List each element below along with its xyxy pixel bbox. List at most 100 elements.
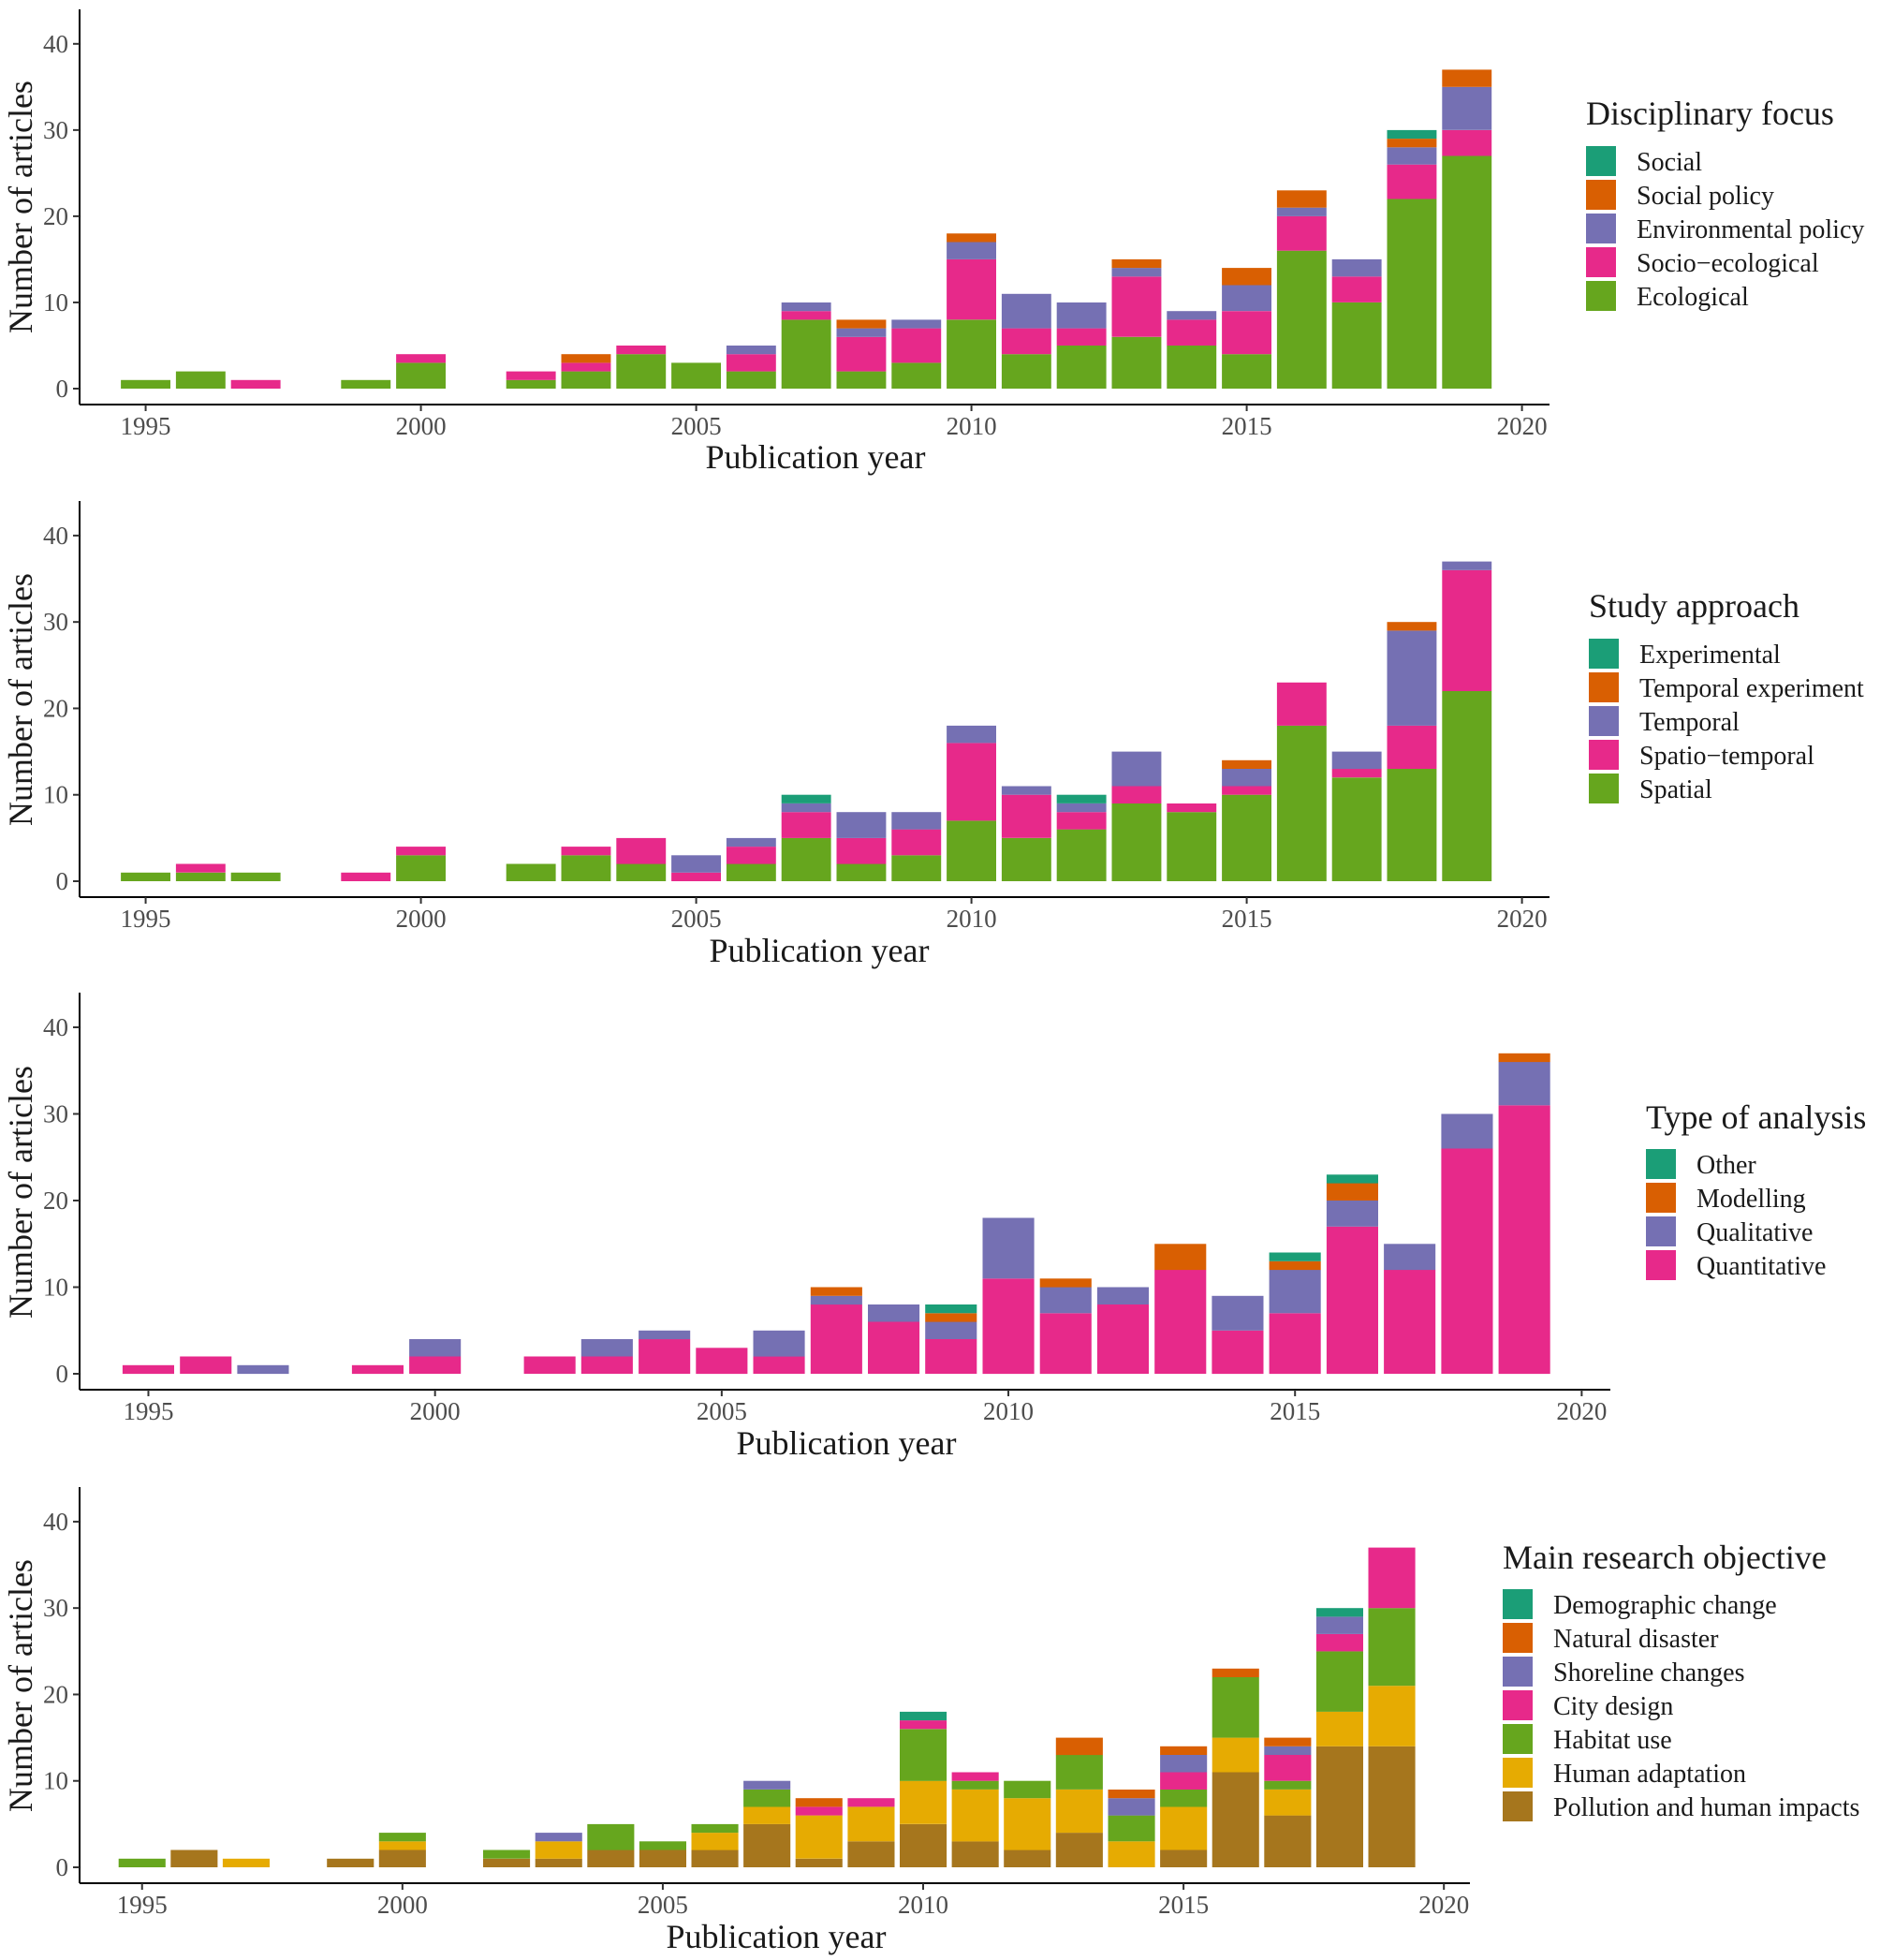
bar-segment-2000-pollution-and-human-impacts bbox=[378, 1849, 426, 1867]
bar-segment-2019-modelling bbox=[1498, 1053, 1550, 1063]
legend-swatch bbox=[1586, 180, 1616, 210]
bar-segment-2007-temporal bbox=[781, 803, 831, 813]
bar-segment-2018-social-policy bbox=[1387, 139, 1437, 148]
legend-swatch bbox=[1589, 774, 1619, 803]
bar-segment-2003-spatio-temporal bbox=[561, 847, 611, 856]
bar-segment-2010-pollution-and-human-impacts bbox=[900, 1823, 947, 1867]
bar-segment-2008-spatio-temporal bbox=[836, 837, 887, 864]
y-tick-label: 0 bbox=[56, 375, 69, 403]
bar-segment-2009-quantitative bbox=[925, 1339, 977, 1374]
bar-segment-2019-spatial bbox=[1442, 691, 1492, 881]
bar-segment-2011-quantitative bbox=[1039, 1313, 1092, 1375]
bar-segment-2013-modelling bbox=[1154, 1244, 1207, 1271]
bar-segment-2010-spatial bbox=[947, 820, 996, 881]
x-tick-label: 2005 bbox=[638, 1891, 688, 1919]
x-tick-label: 1995 bbox=[117, 1891, 168, 1919]
legend-swatch bbox=[1503, 1791, 1533, 1821]
y-tick-label: 0 bbox=[56, 1853, 69, 1881]
y-tick-label: 10 bbox=[43, 1274, 68, 1302]
plot-area: 0 10 20 30 40 1995 2000 2005 2010 2015 2020 bbox=[43, 9, 1550, 440]
bar-segment-2017-habitat-use bbox=[1264, 1780, 1312, 1790]
bar-segment-2008-quantitative bbox=[868, 1321, 920, 1374]
panel-disciplinary-focus: 0 10 20 30 40 1995 2000 2005 2010 2015 2020 Number… bbox=[2, 9, 1864, 476]
bar-segment-2017-ecological bbox=[1331, 302, 1382, 389]
bar-segment-2000-qualitative bbox=[409, 1339, 462, 1357]
bar-segment-2013-habitat-use bbox=[1055, 1755, 1103, 1790]
plot-area: 0 10 20 30 40 1995 2000 2005 2010 2015 2020 bbox=[43, 993, 1610, 1425]
bar-segment-2013-quantitative bbox=[1154, 1270, 1207, 1374]
bar-segment-2006-spatial bbox=[726, 863, 776, 881]
legend-swatch bbox=[1646, 1149, 1676, 1179]
bar-segment-2017-natural-disaster bbox=[1264, 1737, 1312, 1746]
panel-type-of-analysis: 0 10 20 30 40 1995 2000 2005 2010 2015 2020 Number… bbox=[2, 993, 1866, 1462]
legend: Demographic change Natural disaster Shorel… bbox=[1503, 1589, 1859, 1822]
legend-swatch bbox=[1646, 1216, 1676, 1246]
bar-segment-2011-habitat-use bbox=[951, 1780, 999, 1790]
legend-label: Environmental policy bbox=[1637, 215, 1864, 244]
y-tick-label: 30 bbox=[43, 1594, 68, 1622]
bar-segment-2015-temporal-experiment bbox=[1222, 759, 1271, 769]
bar-segment-2002-pollution-and-human-impacts bbox=[483, 1858, 531, 1867]
legend-label: Modelling bbox=[1696, 1185, 1806, 1214]
bar-segment-2006-qualitative bbox=[753, 1330, 805, 1357]
bar-segment-2012-human-adaptation bbox=[1004, 1798, 1051, 1850]
bar-segment-2011-human-adaptation bbox=[951, 1790, 999, 1842]
bar-segment-2000-ecological bbox=[396, 362, 446, 389]
bar-segment-2005-habitat-use bbox=[639, 1841, 686, 1850]
x-tick-label: 1995 bbox=[121, 412, 171, 440]
bar-segment-2008-socio-ecological bbox=[836, 336, 887, 372]
bar-segment-2005-pollution-and-human-impacts bbox=[639, 1849, 686, 1867]
x-tick-label: 2000 bbox=[377, 1891, 428, 1919]
legend-swatch bbox=[1503, 1657, 1533, 1687]
x-tick-label: 2000 bbox=[396, 905, 447, 933]
bar-segment-1995-spatial bbox=[121, 872, 170, 881]
bar-segment-2015-human-adaptation bbox=[1160, 1806, 1208, 1850]
bar-segment-2007-modelling bbox=[810, 1287, 862, 1296]
bar-segment-1996-spatial bbox=[175, 872, 226, 881]
bar-segment-2010-quantitative bbox=[982, 1278, 1035, 1375]
bar-segment-2009-socio-ecological bbox=[891, 328, 942, 363]
bar-segment-2012-environmental-policy bbox=[1056, 302, 1107, 329]
bar-segment-2009-spatial bbox=[891, 855, 942, 881]
bar-segment-2015-city-design bbox=[1160, 1772, 1208, 1790]
y-axis-title: Number of articles bbox=[2, 1066, 39, 1319]
bar-segment-2007-spatio-temporal bbox=[781, 812, 831, 838]
bar-segment-2014-spatio-temporal bbox=[1167, 803, 1217, 813]
bar-segment-2018-shoreline-changes bbox=[1315, 1616, 1363, 1634]
legend-label: Shoreline changes bbox=[1553, 1658, 1745, 1687]
x-tick-label: 2000 bbox=[410, 1397, 461, 1425]
bar-segment-2010-qualitative bbox=[982, 1217, 1035, 1279]
bar-segment-2009-temporal bbox=[891, 812, 942, 830]
bar-segment-2009-pollution-and-human-impacts bbox=[847, 1841, 895, 1867]
bar-segment-2018-environmental-policy bbox=[1387, 147, 1437, 165]
bar-segment-2011-qualitative bbox=[1039, 1287, 1092, 1314]
bar-segment-2008-human-adaptation bbox=[795, 1815, 843, 1859]
bar-segment-2017-pollution-and-human-impacts bbox=[1264, 1815, 1312, 1867]
legend-label: Qualitative bbox=[1696, 1218, 1813, 1247]
legend-title: Main research objective bbox=[1503, 1539, 1827, 1576]
legend-label: Social policy bbox=[1637, 182, 1774, 211]
bar-segment-2010-city-design bbox=[900, 1720, 947, 1730]
bar-segment-2018-social bbox=[1387, 129, 1437, 140]
bar-segment-2010-temporal bbox=[947, 725, 996, 744]
bar-segment-2018-pollution-and-human-impacts bbox=[1315, 1746, 1363, 1867]
legend-swatch bbox=[1586, 281, 1616, 311]
bar-segment-2007-habitat-use bbox=[743, 1790, 791, 1807]
bar-segment-2011-ecological bbox=[1001, 354, 1051, 389]
legend-swatch bbox=[1646, 1183, 1676, 1213]
y-tick-label: 30 bbox=[43, 1100, 68, 1128]
bar-segment-2012-spatio-temporal bbox=[1056, 812, 1107, 830]
bar-segment-2004-habitat-use bbox=[587, 1823, 635, 1850]
bar-segment-2008-spatial bbox=[836, 863, 887, 881]
y-tick-label: 30 bbox=[43, 116, 68, 144]
x-axis-title: Publication year bbox=[737, 1424, 957, 1462]
y-tick-label: 40 bbox=[43, 1013, 68, 1041]
bar-segment-2018-temporal bbox=[1387, 630, 1437, 726]
bar-segment-2012-spatial bbox=[1056, 829, 1107, 881]
bar-segment-1995-quantitative bbox=[122, 1364, 174, 1375]
x-tick-label: 2015 bbox=[1158, 1891, 1209, 1919]
bar-segment-1999-quantitative bbox=[351, 1364, 404, 1375]
bar-segment-2018-habitat-use bbox=[1315, 1651, 1363, 1712]
bar-segment-2011-socio-ecological bbox=[1001, 328, 1051, 355]
bar-segment-1997-socio-ecological bbox=[230, 379, 281, 389]
